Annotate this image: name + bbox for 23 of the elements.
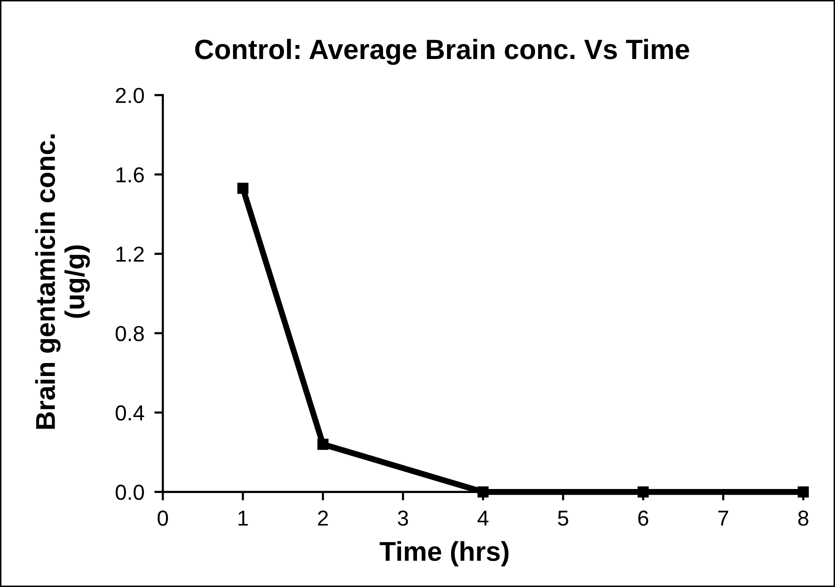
point <box>317 438 328 450</box>
x-tick-label: 4 <box>478 510 488 526</box>
x-tick-label: 1 <box>238 510 248 526</box>
x-tick-label: 8 <box>798 510 808 526</box>
y-tick-label: 1.6 <box>116 167 144 182</box>
x-tick-label: 5 <box>558 510 568 526</box>
y-tick-label: 0.4 <box>116 405 144 421</box>
y-axis-title: Brain gentamicin conc. (ug/g) <box>35 134 90 429</box>
x-axis-title: Time (hrs) <box>380 541 508 566</box>
x-tick-label: 2 <box>318 510 328 526</box>
y-tick-label: 1.2 <box>116 246 144 262</box>
y-tick-label: 0.0 <box>116 484 144 500</box>
point <box>237 182 248 194</box>
x-tick-label: 3 <box>398 510 408 526</box>
y-tick-label: 2.0 <box>116 88 144 104</box>
y-tick-label: 0.8 <box>116 326 144 342</box>
x-tick-label: 0 <box>158 510 168 526</box>
x-tick-label: 7 <box>718 510 728 526</box>
point <box>638 486 649 498</box>
x-tick-label: 6 <box>638 510 648 526</box>
point <box>798 486 809 498</box>
point <box>477 486 489 498</box>
chart-title: Control: Average Brain conc. Vs Time <box>195 38 690 65</box>
